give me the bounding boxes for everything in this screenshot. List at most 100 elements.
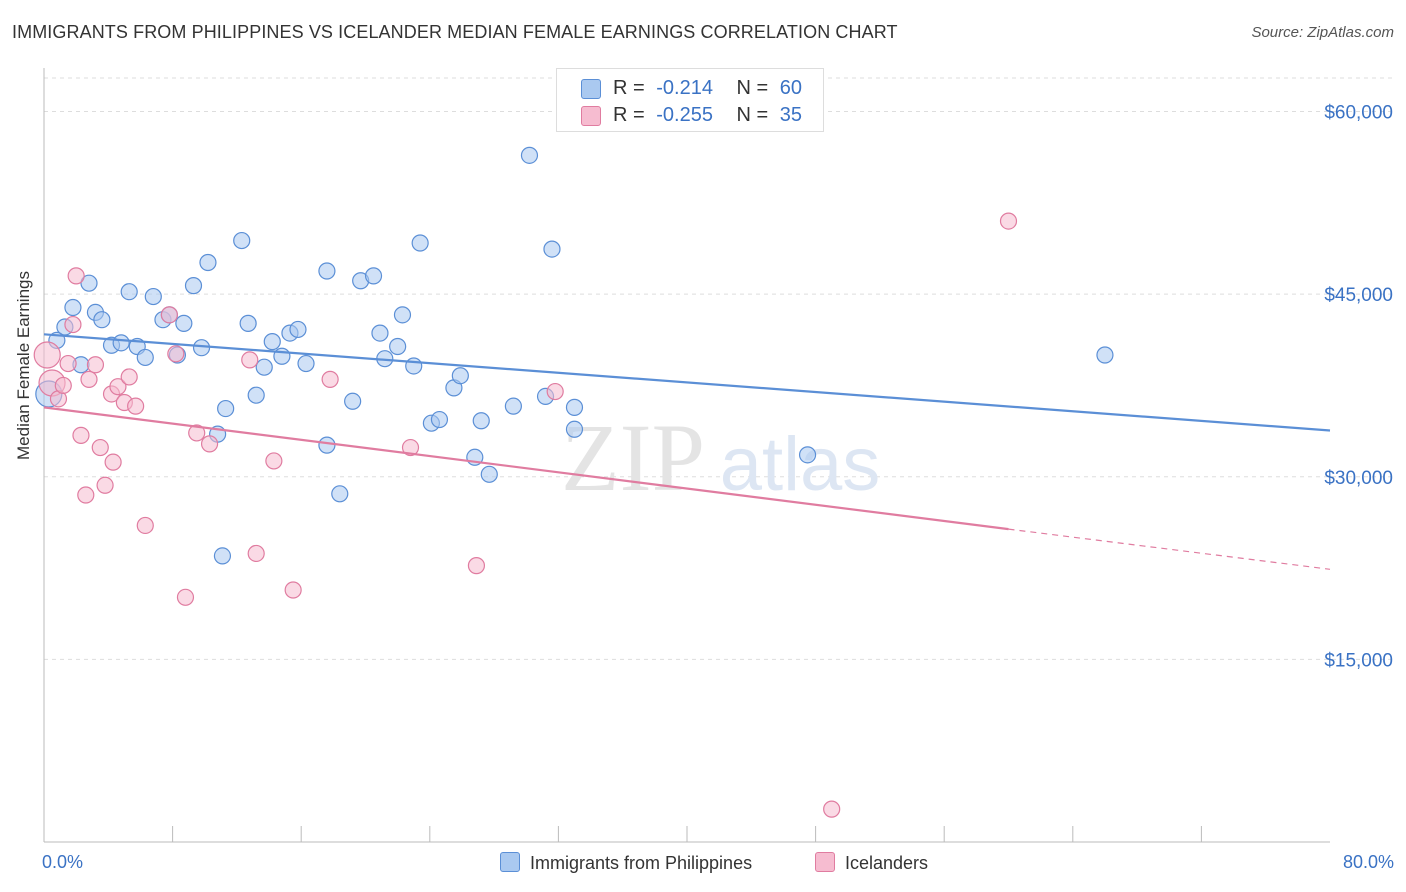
philippines-point <box>405 357 423 375</box>
chart-title: IMMIGRANTS FROM PHILIPPINES VS ICELANDER… <box>12 22 898 42</box>
icelander-point <box>86 356 105 374</box>
bottom-legend-philippines: Immigrants from Philippines <box>500 852 752 874</box>
y-tick-label: $60,000 <box>1324 103 1393 124</box>
philippines-point <box>393 306 412 324</box>
bottom-legend-icelanders: Icelanders <box>815 852 928 874</box>
philippines-point <box>451 367 469 385</box>
legend-n-value: 35 <box>779 104 803 126</box>
philippines-point <box>64 298 82 317</box>
philippines-point <box>120 283 138 301</box>
icelander-point <box>77 486 95 504</box>
philippines-point <box>344 392 362 410</box>
philippines-point <box>389 337 407 356</box>
legend-r-value: -0.214 <box>656 77 713 99</box>
bottom-legend-label-philippines: Immigrants from Philippines <box>530 853 753 873</box>
philippines-point <box>217 399 235 418</box>
legend-row-philippines: R = -0.214 N = 60 <box>557 75 823 103</box>
legend-row-icelanders: R = -0.255 N = 35 <box>557 102 823 130</box>
philippines-point <box>543 240 561 258</box>
philippines-point <box>520 146 539 164</box>
philippines-point <box>565 420 584 438</box>
philippines-point <box>289 320 307 339</box>
icelander-point <box>401 438 420 457</box>
philippines-point <box>318 262 336 280</box>
icelander-trend-extension <box>1008 528 1331 570</box>
philippines-point <box>565 398 584 416</box>
icelander-point <box>54 376 72 395</box>
philippines-point <box>318 436 336 454</box>
philippines-point <box>472 412 490 430</box>
icelander-point <box>120 368 138 386</box>
y-tick-label: $15,000 <box>1324 650 1393 671</box>
bottom-legend-label-icelanders: Icelanders <box>845 853 929 873</box>
bottom-legend-swatch-philippines <box>500 852 520 872</box>
icelander-point <box>167 345 185 363</box>
philippines-point <box>93 311 111 329</box>
icelander-point <box>999 212 1018 230</box>
philippines-point <box>175 314 193 332</box>
icelander-trend-line <box>43 406 1009 531</box>
icelander-point <box>241 351 259 369</box>
legend-r-label: R = <box>613 104 645 126</box>
icelander-point <box>136 516 154 535</box>
x-tick-label-max: 80.0% <box>1342 852 1394 872</box>
icelander-point <box>284 581 302 599</box>
icelander-point <box>321 370 339 388</box>
philippines-point <box>184 277 203 295</box>
icelander-point <box>67 267 85 285</box>
icelander-point <box>160 306 178 324</box>
philippines-point <box>411 234 429 252</box>
philippines-point <box>1096 346 1114 364</box>
philippines-point <box>112 334 130 352</box>
philippines-point <box>233 231 251 250</box>
y-tick-label: $30,000 <box>1324 468 1393 489</box>
icelander-point <box>59 354 77 373</box>
philippines-point <box>480 465 498 483</box>
philippines-point <box>364 267 383 285</box>
philippines-point <box>798 446 817 464</box>
icelander-point <box>64 315 82 334</box>
philippines-point <box>199 253 217 272</box>
correlation-legend: R = -0.214 N = 60 R = -0.255 N = 35 <box>556 68 824 132</box>
philippines-point <box>192 339 211 357</box>
philippines-point <box>136 348 154 367</box>
legend-swatch-icelanders <box>581 106 601 126</box>
philippines-trend-line <box>43 333 1331 432</box>
icelander-point <box>265 452 283 470</box>
icelander-point <box>104 453 122 471</box>
legend-r-label: R = <box>613 77 645 99</box>
icelander-point <box>823 800 841 818</box>
philippines-point <box>255 358 273 376</box>
icelander-point <box>176 588 195 606</box>
philippines-point <box>297 354 315 373</box>
icelander-point <box>200 435 219 453</box>
philippines-point <box>80 274 98 292</box>
icelander-point <box>91 438 109 457</box>
icelander-point <box>80 370 98 388</box>
philippines-point <box>247 386 265 404</box>
philippines-point <box>239 314 257 332</box>
icelander-point <box>467 557 486 575</box>
philippines-point <box>331 485 349 503</box>
watermark-zip: ZIP <box>561 404 705 511</box>
legend-n-label: N = <box>736 77 769 99</box>
philippines-point <box>430 410 449 429</box>
icelander-point <box>546 382 564 401</box>
icelander-point <box>127 397 145 415</box>
philippines-point <box>213 547 232 565</box>
icelander-point <box>247 544 265 563</box>
philippines-point <box>263 333 281 351</box>
icelander-point <box>96 476 114 494</box>
watermark-atlas: atlas <box>720 422 881 507</box>
philippines-point <box>144 287 162 306</box>
icelander-point <box>188 424 206 442</box>
y-tick-label: $45,000 <box>1324 285 1393 306</box>
source-label: Source: ZipAtlas.com <box>1251 24 1394 41</box>
legend-n-value: 60 <box>779 77 803 99</box>
legend-swatch-philippines <box>581 79 601 99</box>
icelander-point <box>109 378 127 396</box>
philippines-point <box>371 324 389 342</box>
philippines-point <box>504 397 522 415</box>
x-tick-label-min: 0.0% <box>42 852 84 872</box>
